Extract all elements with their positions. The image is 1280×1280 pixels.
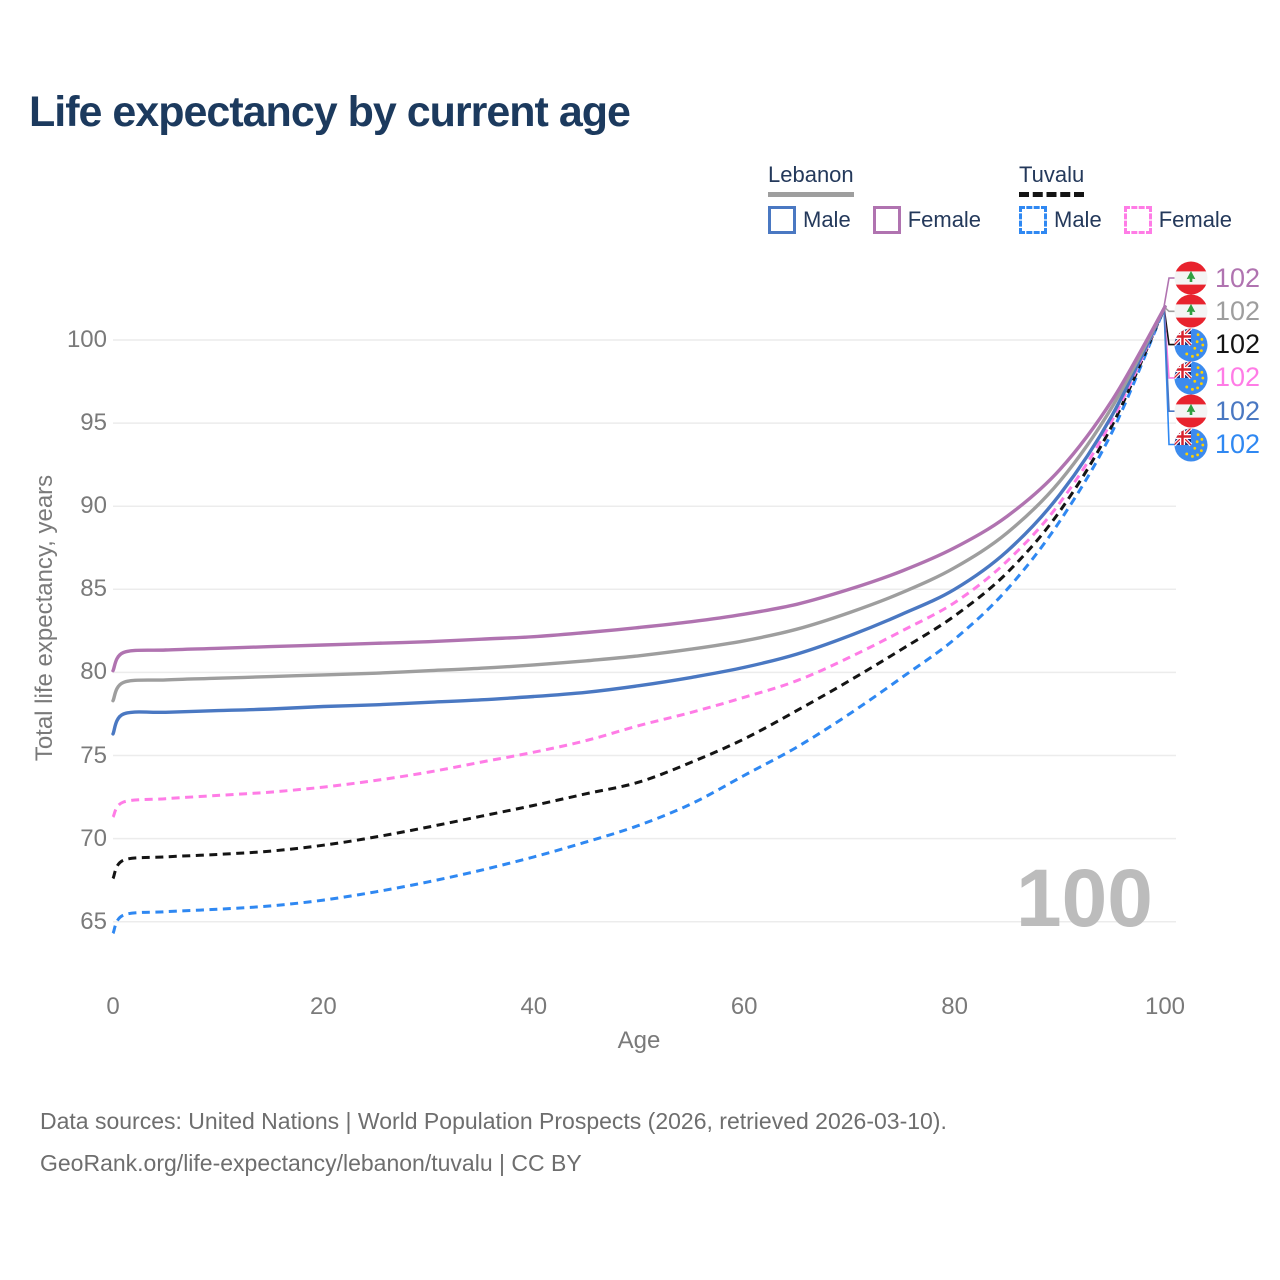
series-line-lebanon <box>111 305 1167 703</box>
y-tick-label: 100 <box>66 326 107 353</box>
series-line-lebanon-female <box>111 305 1167 673</box>
footer-data-sources: Data sources: United Nations | World Pop… <box>40 1108 947 1134</box>
end-value-label: 102 <box>1215 429 1261 459</box>
end-label-row-lebanon-female: 102 <box>1174 260 1260 296</box>
tuvalu-flag-icon <box>1174 427 1208 462</box>
leader-line <box>1163 306 1175 412</box>
end-label-row-lebanon-male: 102 <box>1174 393 1260 429</box>
leader-line <box>1163 277 1175 307</box>
legend-item-label: Male <box>1054 207 1102 232</box>
x-tick-label: 20 <box>310 993 337 1020</box>
end-value-label: 102 <box>1215 295 1261 326</box>
series-line-lebanon-male <box>111 305 1167 736</box>
y-tick-label: 75 <box>80 741 107 769</box>
y-tick-label: 65 <box>80 907 107 935</box>
x-tick-label: 100 <box>1144 993 1186 1020</box>
end-label-row-lebanon: 102 <box>1174 293 1260 329</box>
series-line-tuvalu-male <box>111 306 1167 935</box>
lebanon-flag-icon <box>1174 394 1208 428</box>
x-tick-label: 0 <box>106 993 120 1020</box>
y-tick-label: 95 <box>80 409 107 437</box>
end-value-label: 102 <box>1215 395 1261 426</box>
lebanon-flag-icon <box>1174 294 1208 328</box>
x-tick-label: 80 <box>941 993 968 1020</box>
legend-item-lebanon-female[interactable]: Female <box>872 206 982 234</box>
lebanon-flag-icon <box>1174 261 1208 295</box>
legend-item-label: Female <box>907 207 982 232</box>
legend-country-tuvalu[interactable]: Tuvalu <box>1019 162 1085 197</box>
end-label-row-tuvalu-female: 102 <box>1174 360 1260 396</box>
series-line-tuvalu <box>111 306 1167 880</box>
legend-item-tuvalu-female[interactable]: Female <box>1123 206 1233 234</box>
footer-attribution: GeoRank.org/life-expectancy/lebanon/tuva… <box>40 1150 582 1176</box>
end-label-row-tuvalu: 102 <box>1174 327 1260 363</box>
legend-item-label: Male <box>803 207 851 232</box>
end-value-label: 102 <box>1215 329 1261 360</box>
y-tick-label: 80 <box>80 658 107 686</box>
y-tick-label: 90 <box>80 492 107 520</box>
x-tick-label: 60 <box>730 993 758 1020</box>
series-line-tuvalu-female <box>111 306 1167 818</box>
legend-country-lebanon[interactable]: Lebanon <box>768 162 854 197</box>
x-tick-label: 40 <box>520 993 548 1020</box>
end-label-row-tuvalu-male: 102 <box>1174 427 1260 463</box>
end-value-label: 102 <box>1215 262 1261 293</box>
legend-group-tuvalu: Tuvalu Male Female <box>1019 162 1232 234</box>
y-tick-label: 85 <box>80 575 107 603</box>
y-tick-label: 70 <box>80 824 107 852</box>
legend-swatch <box>768 206 796 234</box>
end-value-label: 102 <box>1215 362 1261 393</box>
chart-title: Life expectancy by current age <box>29 88 631 136</box>
legend-item-label: Female <box>1158 207 1233 232</box>
legend-swatch <box>872 206 901 234</box>
legend-item-tuvalu-male[interactable]: Male <box>1019 206 1102 234</box>
tuvalu-flag-icon <box>1174 328 1208 362</box>
legend-swatch <box>1019 206 1047 234</box>
x-axis-title: Age <box>617 1027 661 1054</box>
legend-group-lebanon: Lebanon Male Female <box>768 162 981 234</box>
legend-item-lebanon-male[interactable]: Male <box>768 206 851 234</box>
age-counter-watermark: 100 <box>1016 853 1153 944</box>
tuvalu-flag-icon <box>1174 361 1208 395</box>
legend-swatch <box>1123 206 1152 234</box>
